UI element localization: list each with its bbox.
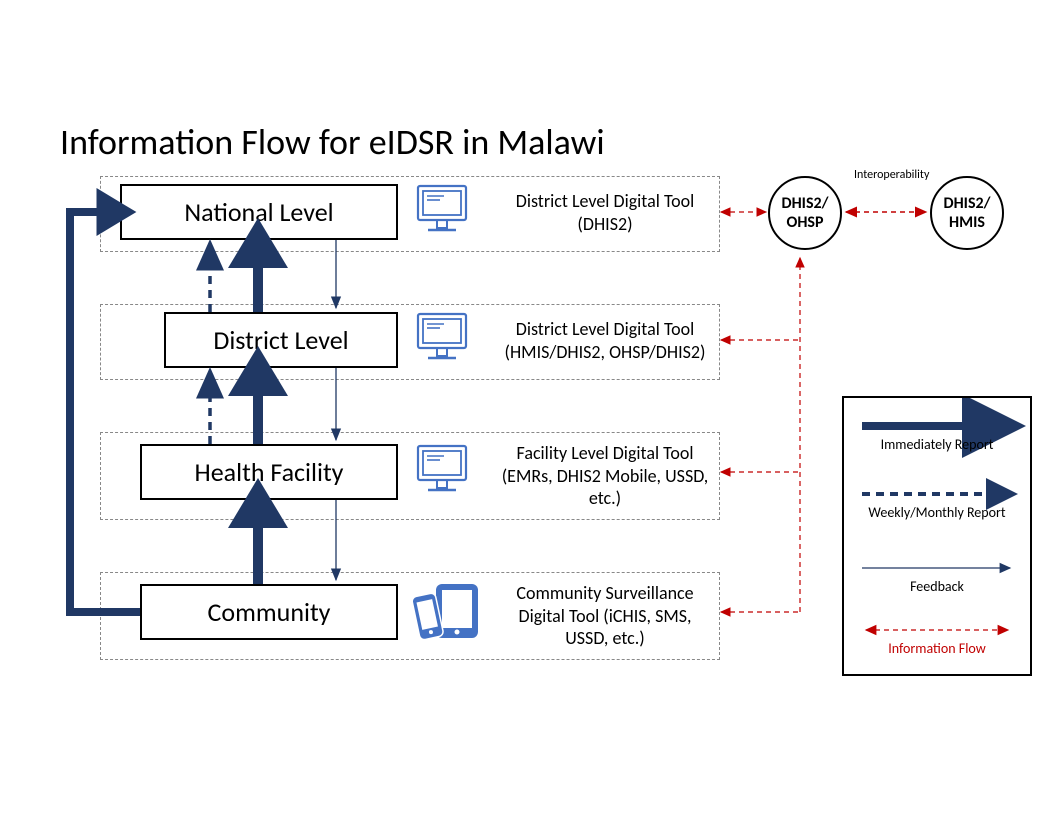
box-district: District Level	[164, 312, 398, 368]
circle-ohsp-l2: OHSP	[787, 213, 824, 232]
label-community: Community	[208, 596, 331, 628]
legend-label-immediate: Immediately Report	[844, 436, 1030, 453]
desc-facility-l2: (EMRs, DHIS2 Mobile, USSD,	[502, 465, 709, 487]
desc-facility-l1: Facility Level Digital Tool	[517, 442, 694, 464]
circle-ohsp-l1: DHIS2/	[782, 194, 829, 213]
label-facility: Health Facility	[195, 456, 344, 488]
legend-label-weekly: Weekly/Monthly Report	[844, 504, 1030, 521]
desc-national-l1: District Level Digital Tool	[516, 190, 694, 212]
desc-community-l3: USSD, etc.)	[565, 627, 645, 649]
desc-community: Community Surveillance Digital Tool (iCH…	[500, 582, 710, 650]
desc-district-l1: District Level Digital Tool	[516, 318, 694, 340]
label-national: National Level	[184, 196, 333, 228]
desc-community-l1: Community Surveillance	[516, 582, 693, 604]
legend-box: Immediately Report Weekly/Monthly Report…	[842, 396, 1032, 676]
circle-hmis-l2: HMIS	[949, 213, 985, 232]
desc-national: District Level Digital Tool (DHIS2)	[500, 190, 710, 235]
box-national: National Level	[120, 184, 398, 240]
circle-hmis-l1: DHIS2/	[944, 194, 991, 213]
label-district: District Level	[213, 324, 348, 356]
box-facility: Health Facility	[140, 444, 398, 500]
interoperability-label: Interoperability	[854, 168, 929, 182]
desc-district-l2: (HMIS/DHIS2, OHSP/DHIS2)	[505, 341, 706, 363]
box-community: Community	[140, 584, 398, 640]
legend-label-feedback: Feedback	[844, 578, 1030, 595]
circle-dhis2-ohsp: DHIS2/ OHSP	[768, 176, 842, 250]
diagram-title: Information Flow for eIDSR in Malawi	[60, 120, 605, 164]
desc-facility: Facility Level Digital Tool (EMRs, DHIS2…	[490, 442, 720, 510]
circle-dhis2-hmis: DHIS2/ HMIS	[930, 176, 1004, 250]
desc-community-l2: Digital Tool (iCHIS, SMS,	[519, 605, 692, 627]
desc-national-l2: (DHIS2)	[577, 213, 632, 235]
legend-label-infoflow: Information Flow	[844, 640, 1030, 657]
desc-district: District Level Digital Tool (HMIS/DHIS2,…	[490, 318, 720, 363]
desc-facility-l3: etc.)	[589, 487, 621, 509]
